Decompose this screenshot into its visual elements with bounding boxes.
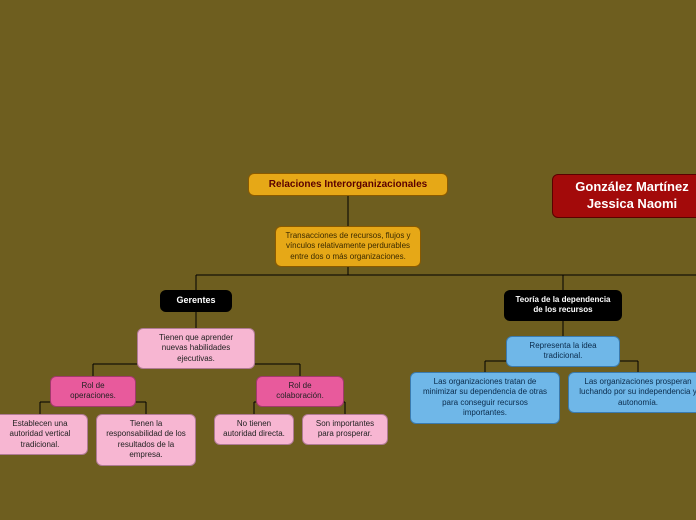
node-teoria: Teoría de la dependencia de los recursos: [504, 290, 622, 321]
node-colab_b-label: Son importantes para prosperar.: [311, 419, 379, 440]
node-colab_b: Son importantes para prosperar.: [302, 414, 388, 445]
node-root: Relaciones Interorganizacionales: [248, 173, 448, 196]
node-teoria_desc: Representa la idea tradicional.: [506, 336, 620, 367]
node-gerentes_desc-label: Tienen que aprender nuevas habilidades e…: [146, 333, 246, 364]
node-root_desc: Transacciones de recursos, flujos y vínc…: [275, 226, 421, 267]
node-rol_oper-label: Rol de operaciones.: [59, 381, 127, 402]
node-oper_a-label: Establecen una autoridad vertical tradic…: [1, 419, 79, 450]
node-root-label: Relaciones Interorganizacionales: [269, 178, 427, 191]
node-gerentes-label: Gerentes: [176, 295, 215, 307]
node-colab_a: No tienen autoridad directa.: [214, 414, 294, 445]
node-teoria_desc-label: Representa la idea tradicional.: [515, 341, 611, 362]
node-oper_b-label: Tienen la responsabilidad de los resulta…: [105, 419, 187, 461]
node-teoria_b-label: Las organizaciones prosperan luchando po…: [577, 377, 696, 408]
node-root_desc-label: Transacciones de recursos, flujos y vínc…: [284, 231, 412, 262]
node-gerentes: Gerentes: [160, 290, 232, 312]
node-rol_oper: Rol de operaciones.: [50, 376, 136, 407]
author-tag-label: González Martínez Jessica Naomi: [561, 179, 696, 213]
node-teoria_a-label: Las organizaciones tratan de minimizar s…: [419, 377, 551, 419]
node-teoria-label: Teoría de la dependencia de los recursos: [513, 295, 613, 316]
node-oper_b: Tienen la responsabilidad de los resulta…: [96, 414, 196, 466]
node-rol_colab-label: Rol de colaboración.: [265, 381, 335, 402]
node-teoria_a: Las organizaciones tratan de minimizar s…: [410, 372, 560, 424]
canvas: González Martínez Jessica Naomi Relacione…: [0, 0, 696, 520]
node-rol_colab: Rol de colaboración.: [256, 376, 344, 407]
author-tag: González Martínez Jessica Naomi: [552, 174, 696, 218]
node-oper_a: Establecen una autoridad vertical tradic…: [0, 414, 88, 455]
node-gerentes_desc: Tienen que aprender nuevas habilidades e…: [137, 328, 255, 369]
node-colab_a-label: No tienen autoridad directa.: [223, 419, 285, 440]
node-teoria_b: Las organizaciones prosperan luchando po…: [568, 372, 696, 413]
